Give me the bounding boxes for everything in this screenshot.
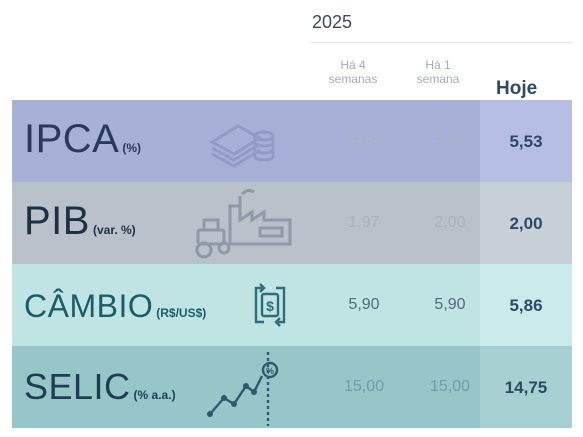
- row-selic: SELIC (% a.a.) % 15,00 15,00 14,75: [12, 346, 572, 428]
- label-selic: SELIC (% a.a.): [24, 366, 176, 408]
- indicator-name: CÂMBIO: [24, 288, 154, 324]
- value-1-week: 2,00: [434, 214, 466, 231]
- col-header-today: Hoje: [496, 78, 538, 99]
- year-divider: [310, 42, 572, 43]
- row-cambio: CÂMBIO (R$/US$) $ 5,90 5,90 5,86: [12, 264, 572, 346]
- row-pib: PIB (var. %) 1,97 2,00 2,00: [12, 182, 572, 264]
- col-header-4-weeks-line1: Há 4: [340, 58, 366, 72]
- value-4-weeks: 1,97: [348, 214, 380, 231]
- svg-text:%: %: [266, 366, 274, 376]
- value-today: 5,86: [509, 296, 543, 315]
- value-today: 2,00: [509, 214, 543, 233]
- indicator-unit: (% a.a.): [133, 388, 176, 402]
- svg-text:$: $: [266, 298, 274, 314]
- year-header: 2025: [312, 12, 353, 32]
- col-header-1-week-line2: semana: [416, 72, 460, 86]
- value-4-weeks: 5,90: [348, 296, 380, 313]
- indicator-name: SELIC: [24, 366, 131, 407]
- label-ipca: IPCA (%): [24, 117, 141, 162]
- col-header-4-weeks-line2: semanas: [328, 72, 378, 86]
- value-1-week: 15,00: [429, 378, 471, 395]
- indicator-name: PIB: [24, 199, 90, 243]
- value-today: 5,53: [509, 132, 543, 151]
- label-pib: PIB (var. %): [24, 199, 136, 244]
- value-1-week: 5,55: [434, 132, 466, 149]
- col-header-1-week: Há 1 semana: [408, 58, 468, 86]
- label-cambio: CÂMBIO (R$/US$): [24, 288, 206, 325]
- row-ipca: IPCA (%) 5,65 5,55 5,53: [12, 100, 572, 182]
- money-stack-icon: [209, 124, 275, 168]
- rate-chart-icon: %: [207, 352, 279, 426]
- value-1-week: 5,90: [434, 296, 466, 313]
- value-4-weeks: 5,65: [348, 132, 380, 149]
- currency-exchange-icon: $: [254, 283, 286, 327]
- col-header-4-weeks: Há 4 semanas: [318, 58, 388, 86]
- indicator-unit: (%): [122, 141, 142, 155]
- indicator-unit: (var. %): [92, 223, 136, 237]
- value-today: 14,75: [504, 378, 548, 397]
- indicator-unit: (R$/US$): [156, 306, 207, 320]
- col-header-1-week-line1: Há 1: [425, 58, 451, 72]
- indicator-name: IPCA: [24, 117, 120, 161]
- value-4-weeks: 15,00: [343, 378, 385, 395]
- tractor-factory-icon: [195, 188, 292, 259]
